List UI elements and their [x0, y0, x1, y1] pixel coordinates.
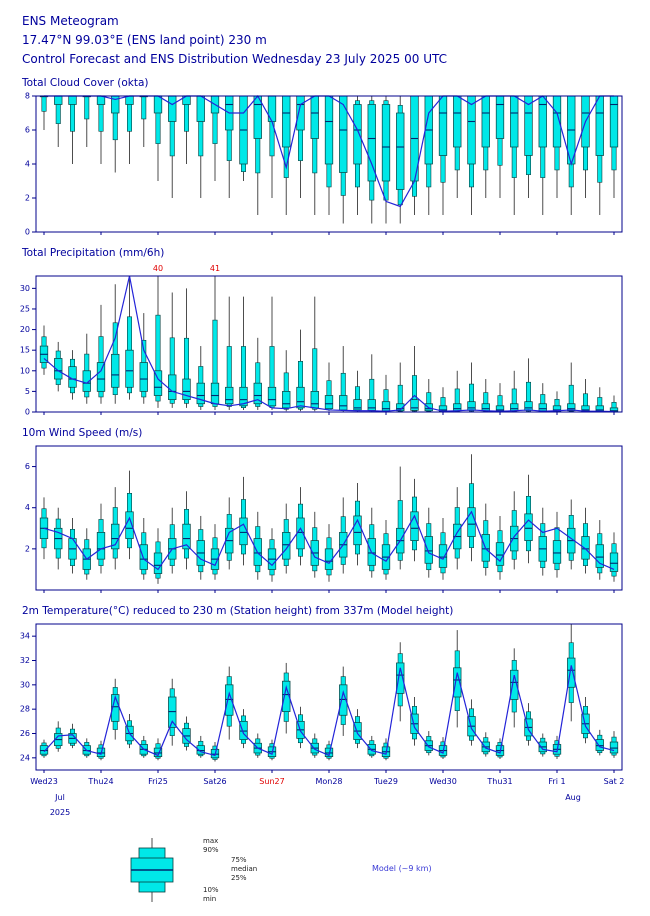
- svg-text:Mon28: Mon28: [315, 777, 342, 786]
- cloud-cover-title: Total Cloud Cover (okta): [22, 76, 149, 89]
- wind-speed-title: 10m Wind Speed (m/s): [22, 426, 143, 439]
- svg-text:4: 4: [25, 159, 30, 168]
- svg-text:26: 26: [20, 729, 30, 738]
- wind-speed-panel: 10m Wind Speed (m/s) 2 4 6: [0, 426, 650, 598]
- temperature-title: 2m Temperature(°C) reduced to 230 m (Sta…: [22, 604, 454, 617]
- svg-text:2: 2: [25, 544, 30, 553]
- svg-text:28: 28: [20, 704, 30, 713]
- svg-text:Thu31: Thu31: [486, 777, 512, 786]
- precipitation-title: Total Precipitation (mm/6h): [22, 246, 165, 259]
- legend-75pct-label: 75%: [231, 856, 247, 864]
- svg-text:Sat 2: Sat 2: [604, 777, 625, 786]
- svg-text:15: 15: [20, 345, 30, 354]
- svg-text:24: 24: [20, 753, 30, 762]
- wind-speed-chart: 2 4 6: [25, 445, 623, 593]
- legend-chart: max 90% 75% median 25% 10% min Model (~9…: [130, 837, 432, 903]
- legend-10pct-label: 10%: [203, 886, 219, 894]
- svg-text:Aug: Aug: [565, 793, 581, 802]
- svg-text:0: 0: [25, 407, 30, 416]
- box-whisker-legend-glyph: [130, 837, 174, 902]
- header: ENS Meteogram 17.47°N 99.03°E (ENS land …: [22, 12, 650, 70]
- svg-text:Wed23: Wed23: [30, 777, 58, 786]
- temperature-chart: 24 26 28 30 32 34 Wed23 Thu24 Fri25 Sat26 Sun27 Mon…: [20, 623, 625, 817]
- svg-text:6: 6: [25, 462, 30, 471]
- svg-text:Thu24: Thu24: [87, 777, 113, 786]
- svg-text:25: 25: [20, 304, 30, 313]
- temperature-panel: 2m Temperature(°C) reduced to 230 m (Sta…: [0, 604, 650, 824]
- svg-text:30: 30: [20, 680, 30, 689]
- model-resolution-label: Model (~9 km): [372, 864, 432, 873]
- svg-text:Tue29: Tue29: [373, 777, 398, 786]
- legend-90pct-label: 90%: [203, 846, 219, 854]
- precipitation-chart: 0 5 10 15 20 25 30 40 41: [20, 264, 623, 416]
- cloud-cover-chart: 0 2 4 6 8: [25, 91, 623, 236]
- svg-text:0: 0: [25, 227, 30, 236]
- precipitation-panel: Total Precipitation (mm/6h) 0 5 10 15 20 25 30…: [0, 246, 650, 420]
- page-title: ENS Meteogram: [22, 14, 119, 28]
- svg-text:30: 30: [20, 283, 30, 292]
- legend-min-label: min: [203, 895, 216, 903]
- svg-text:Sun27: Sun27: [259, 777, 284, 786]
- legend: max 90% 75% median 25% 10% min Model (~9…: [0, 834, 650, 909]
- svg-text:Wed30: Wed30: [429, 777, 457, 786]
- svg-text:5: 5: [25, 386, 30, 395]
- svg-text:Jul: Jul: [54, 793, 65, 802]
- svg-text:Sat26: Sat26: [203, 777, 226, 786]
- svg-text:4: 4: [25, 503, 30, 512]
- forecast-run-line: Control Forecast and ENS Distribution We…: [22, 52, 447, 67]
- svg-text:32: 32: [20, 656, 30, 665]
- legend-median-label: median: [231, 865, 257, 873]
- svg-text:8: 8: [25, 91, 30, 100]
- svg-text:41: 41: [210, 264, 220, 273]
- svg-text:Fri 1: Fri 1: [548, 777, 565, 786]
- svg-text:2025: 2025: [50, 808, 70, 817]
- legend-25pct-label: 25%: [231, 874, 247, 882]
- svg-text:Fri25: Fri25: [148, 777, 168, 786]
- location-line: 17.47°N 99.03°E (ENS land point) 230 m: [22, 33, 267, 48]
- svg-text:20: 20: [20, 325, 30, 334]
- svg-text:2: 2: [25, 193, 30, 202]
- svg-text:6: 6: [25, 125, 30, 134]
- legend-max-label: max: [203, 837, 218, 845]
- cloud-cover-panel: Total Cloud Cover (okta) 0 2 4 6 8: [0, 76, 650, 240]
- svg-text:34: 34: [20, 631, 30, 640]
- svg-text:10: 10: [20, 366, 30, 375]
- svg-text:40: 40: [153, 264, 163, 273]
